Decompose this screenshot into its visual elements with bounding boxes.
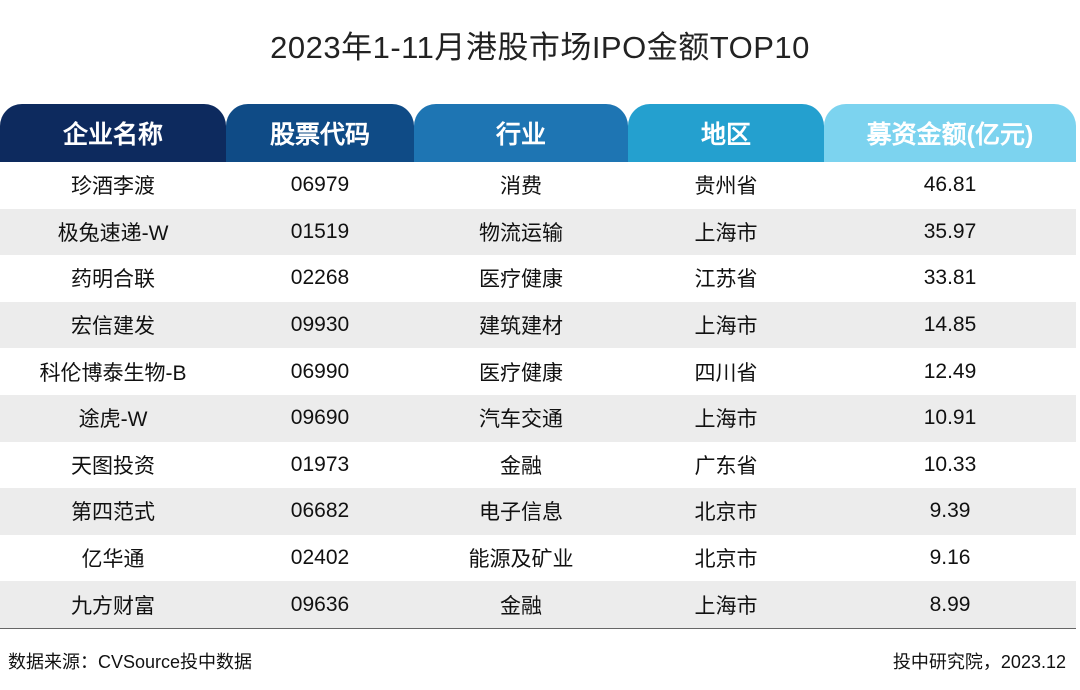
cell-industry: 电子信息 xyxy=(479,501,563,525)
cell-company-name: 珍酒李渡 xyxy=(71,175,155,199)
cell-industry: 消费 xyxy=(500,175,542,199)
cell-region: 贵州省 xyxy=(694,175,758,199)
table-body: 珍酒李渡 06979 消费 贵州省 46.81 极兔速递-W 01519 物流运输 上海市 35.… xyxy=(0,162,1076,628)
page-title: 2023年1-11月港股市场IPO金额TOP10 xyxy=(270,30,810,65)
cell-stock-code: 06990 xyxy=(290,359,350,383)
cell-region: 北京市 xyxy=(694,548,758,572)
cell-industry: 能源及矿业 xyxy=(468,548,574,572)
cell-amount: 46.81 xyxy=(923,173,977,197)
cell-industry: 金融 xyxy=(500,594,542,618)
cell-company-name: 亿华通 xyxy=(81,548,145,572)
cell-amount: 10.33 xyxy=(923,452,977,476)
table-row: 科伦博泰生物-B 06990 医疗健康 四川省 12.49 xyxy=(0,348,1076,395)
cell-company-name: 宏信建发 xyxy=(71,315,155,339)
cell-company-name: 极兔速递-W xyxy=(57,221,169,245)
table-row: 天图投资 01973 金融 广东省 10.33 xyxy=(0,442,1076,489)
cell-company-name: 科伦博泰生物-B xyxy=(39,361,187,385)
table-row: 药明合联 02268 医疗健康 江苏省 33.81 xyxy=(0,255,1076,302)
cell-stock-code: 06682 xyxy=(290,499,350,523)
table-row: 宏信建发 09930 建筑建材 上海市 14.85 xyxy=(0,301,1076,349)
cell-industry: 医疗健康 xyxy=(479,268,563,292)
cell-stock-code: 06979 xyxy=(290,173,350,197)
table-row: 极兔速递-W 01519 物流运输 上海市 35.97 xyxy=(0,208,1076,256)
table-header: 企业名称 股票代码 行业 地区 募资金额(亿元) xyxy=(0,104,1076,162)
header-stock-code: 股票代码 xyxy=(226,104,414,162)
cell-stock-code: 01519 xyxy=(290,219,350,243)
credit-note: 投中研究院，2023.12 xyxy=(892,652,1066,672)
header-industry: 行业 xyxy=(414,104,628,162)
cell-stock-code: 09930 xyxy=(290,313,350,337)
cell-stock-code: 09690 xyxy=(290,406,350,430)
cell-company-name: 药明合联 xyxy=(71,268,155,292)
cell-stock-code: 02402 xyxy=(290,546,350,570)
table-bottom-rule xyxy=(0,627,1076,629)
cell-region: 上海市 xyxy=(694,221,758,245)
table-row: 亿华通 02402 能源及矿业 北京市 9.16 xyxy=(0,535,1076,582)
table-row: 第四范式 06682 电子信息 北京市 9.39 xyxy=(0,488,1076,535)
cell-amount: 14.85 xyxy=(923,313,977,337)
cell-company-name: 第四范式 xyxy=(71,501,155,525)
header-amount: 募资金额(亿元) xyxy=(824,104,1076,162)
cell-industry: 物流运输 xyxy=(479,221,563,245)
cell-region: 上海市 xyxy=(694,594,758,618)
table-row: 九方财富 09636 金融 上海市 8.99 xyxy=(0,581,1076,628)
cell-amount: 8.99 xyxy=(929,592,971,616)
cell-region: 广东省 xyxy=(694,454,758,478)
cell-industry: 建筑建材 xyxy=(479,315,563,339)
cell-amount: 12.49 xyxy=(923,359,977,383)
cell-region: 上海市 xyxy=(694,408,758,432)
cell-industry: 金融 xyxy=(500,454,542,478)
cell-amount: 9.16 xyxy=(929,546,971,570)
header-company-name: 企业名称 xyxy=(0,104,226,162)
ipo-table: 企业名称 股票代码 行业 地区 募资金额(亿元) 珍酒李渡 06979 消费 贵州省 4… xyxy=(0,104,1076,629)
table-row: 途虎-W 09690 汽车交通 上海市 10.91 xyxy=(0,394,1076,442)
cell-industry: 医疗健康 xyxy=(479,361,563,385)
cell-industry: 汽车交通 xyxy=(479,408,563,432)
table-row: 珍酒李渡 06979 消费 贵州省 46.81 xyxy=(0,162,1076,209)
cell-stock-code: 09636 xyxy=(290,592,350,616)
cell-stock-code: 02268 xyxy=(290,266,350,290)
cell-company-name: 天图投资 xyxy=(71,454,155,478)
cell-region: 北京市 xyxy=(694,501,758,525)
cell-stock-code: 01973 xyxy=(290,452,350,476)
cell-company-name: 途虎-W xyxy=(78,408,148,432)
cell-region: 上海市 xyxy=(694,315,758,339)
cell-region: 四川省 xyxy=(694,361,758,385)
cell-amount: 10.91 xyxy=(923,406,977,430)
data-source-note: 数据来源：CVSource投中数据 xyxy=(8,652,253,672)
cell-amount: 33.81 xyxy=(923,266,977,290)
cell-company-name: 九方财富 xyxy=(71,594,155,618)
cell-amount: 9.39 xyxy=(929,499,971,523)
header-region: 地区 xyxy=(628,104,824,162)
cell-region: 江苏省 xyxy=(694,268,758,292)
cell-amount: 35.97 xyxy=(923,219,977,243)
